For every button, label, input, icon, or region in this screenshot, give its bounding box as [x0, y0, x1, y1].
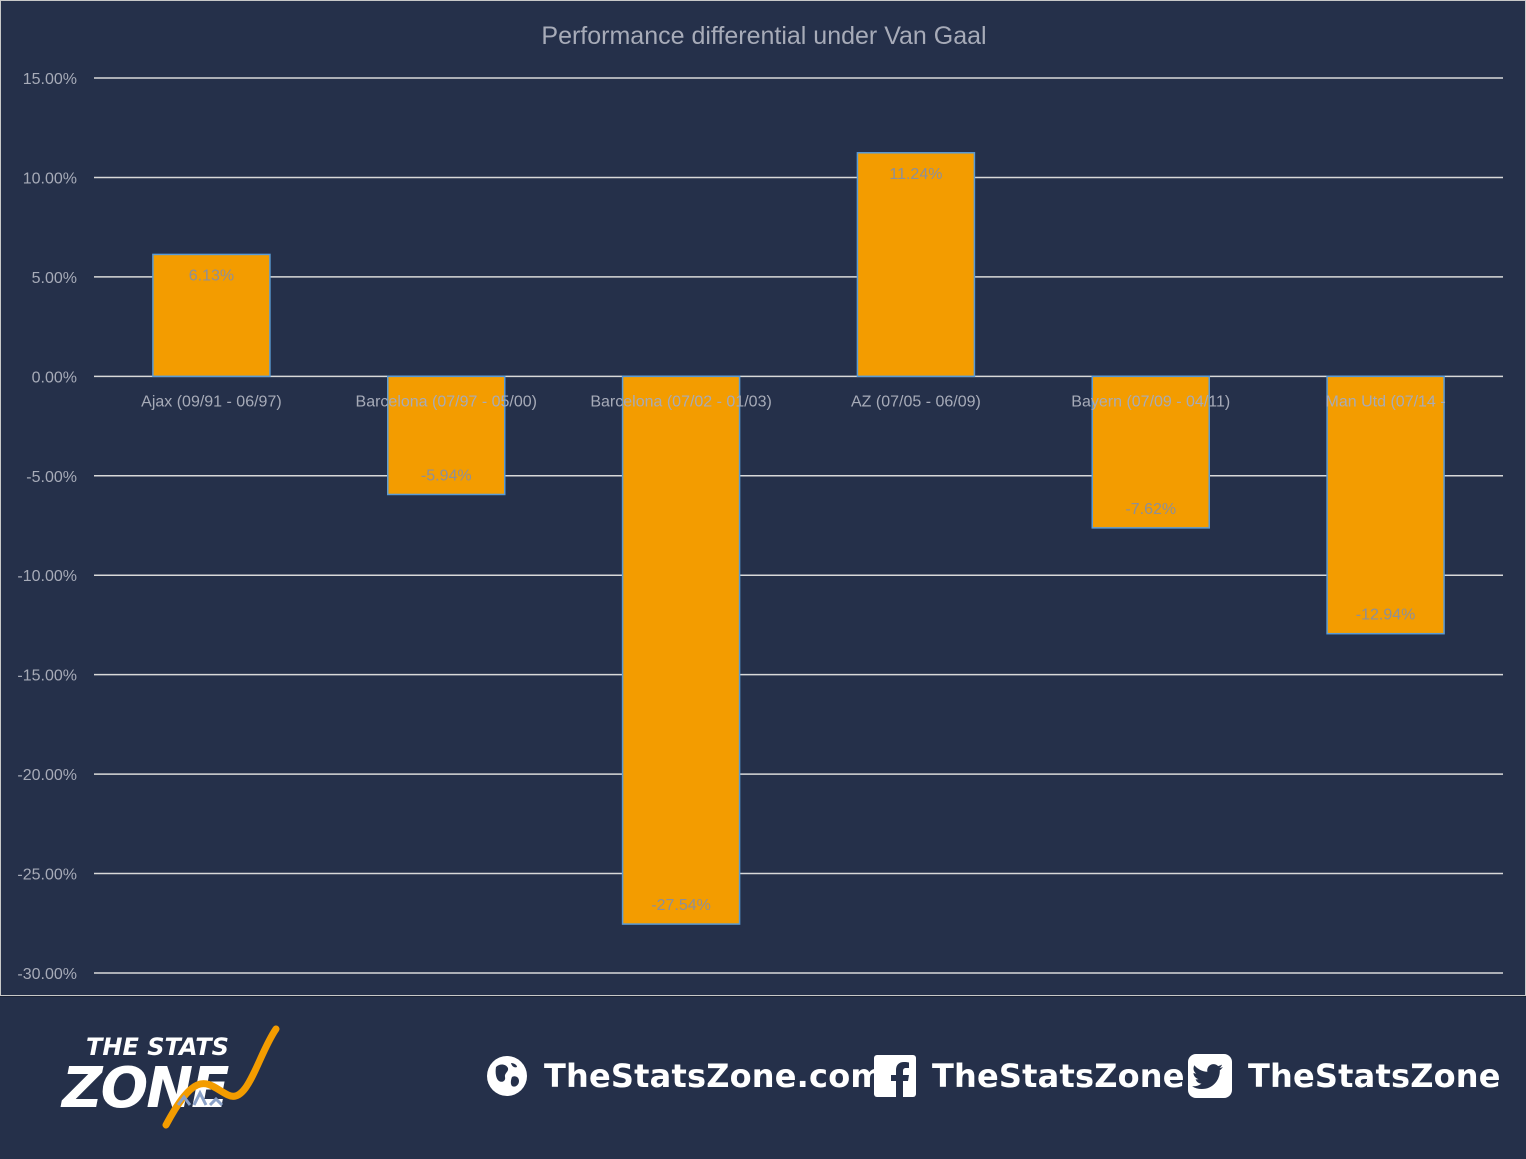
y-tick-label: 15.00%	[23, 71, 77, 88]
data-label: -27.54%	[651, 897, 711, 914]
bar	[856, 152, 976, 378]
bar	[152, 253, 271, 378]
category-label: Ajax (09/91 - 06/97)	[141, 393, 282, 410]
facebook-text: TheStatsZone	[932, 1057, 1185, 1095]
category-label: Bayern (07/09 - 04/11)	[1071, 393, 1230, 410]
website-text: TheStatsZone.com	[544, 1057, 884, 1095]
y-tick-label: -5.00%	[26, 469, 77, 486]
y-tick-label: 0.00%	[32, 369, 77, 386]
facebook-link[interactable]: TheStatsZone	[874, 1053, 1185, 1099]
bar	[387, 375, 506, 496]
category-label: Barcelona (07/97 - 05/00)	[356, 393, 537, 410]
category-labels: Ajax (09/91 - 06/97) Barcelona (07/97 - 0…	[141, 393, 1445, 410]
y-axis-ticks: 15.00% 10.00% 5.00% 0.00% -5.00% -10.00% -15.0…	[17, 71, 77, 983]
bar	[621, 375, 741, 925]
data-labels: 6.13% -5.94% -27.54% 11.24% -7.62% -12.94%	[189, 166, 1416, 914]
twitter-text: TheStatsZone	[1248, 1057, 1501, 1095]
globe-icon	[487, 1056, 527, 1096]
data-label: -7.62%	[1125, 501, 1176, 518]
y-tick-label: -25.00%	[17, 867, 77, 884]
data-label: -12.94%	[1356, 607, 1416, 624]
logo-line2: ZONE	[60, 1056, 229, 1121]
y-tick-label: 5.00%	[32, 270, 77, 287]
category-label: Barcelona (07/02 - 01/03)	[590, 393, 771, 410]
bar-chart: Performance differential under Van Gaal …	[17, 22, 1503, 983]
y-tick-label: -15.00%	[17, 668, 77, 685]
bars	[152, 152, 1445, 925]
bar	[1091, 375, 1210, 529]
data-label: -5.94%	[421, 467, 472, 484]
website-link[interactable]: TheStatsZone.com	[486, 1053, 884, 1099]
twitter-link[interactable]: TheStatsZone	[1188, 1053, 1501, 1099]
logo-graph-bars	[176, 1089, 224, 1107]
category-label: AZ (07/05 - 06/09)	[851, 393, 981, 410]
bar	[1326, 375, 1445, 635]
twitter-icon	[1188, 1054, 1232, 1098]
y-tick-label: -30.00%	[17, 966, 77, 983]
facebook-icon	[874, 1055, 916, 1097]
y-tick-label: -10.00%	[17, 568, 77, 585]
y-tick-label: 10.00%	[23, 170, 77, 187]
logo-line1: THE STATS	[86, 1033, 229, 1061]
chart-panel: Performance differential under Van Gaal …	[0, 0, 1526, 996]
gridlines	[94, 77, 1503, 974]
logo-swoosh	[162, 1025, 280, 1129]
footer-bar: THE STATS ZONE TheStatsZone.com TheStats…	[0, 996, 1526, 1159]
data-label: 6.13%	[189, 267, 234, 284]
stats-zone-logo: THE STATS ZONE	[60, 1025, 280, 1129]
y-tick-label: -20.00%	[17, 767, 77, 784]
data-label: 11.24%	[889, 166, 942, 183]
category-label: Man Utd (07/14 -	[1326, 393, 1446, 410]
chart-title: Performance differential under Van Gaal	[541, 22, 986, 50]
